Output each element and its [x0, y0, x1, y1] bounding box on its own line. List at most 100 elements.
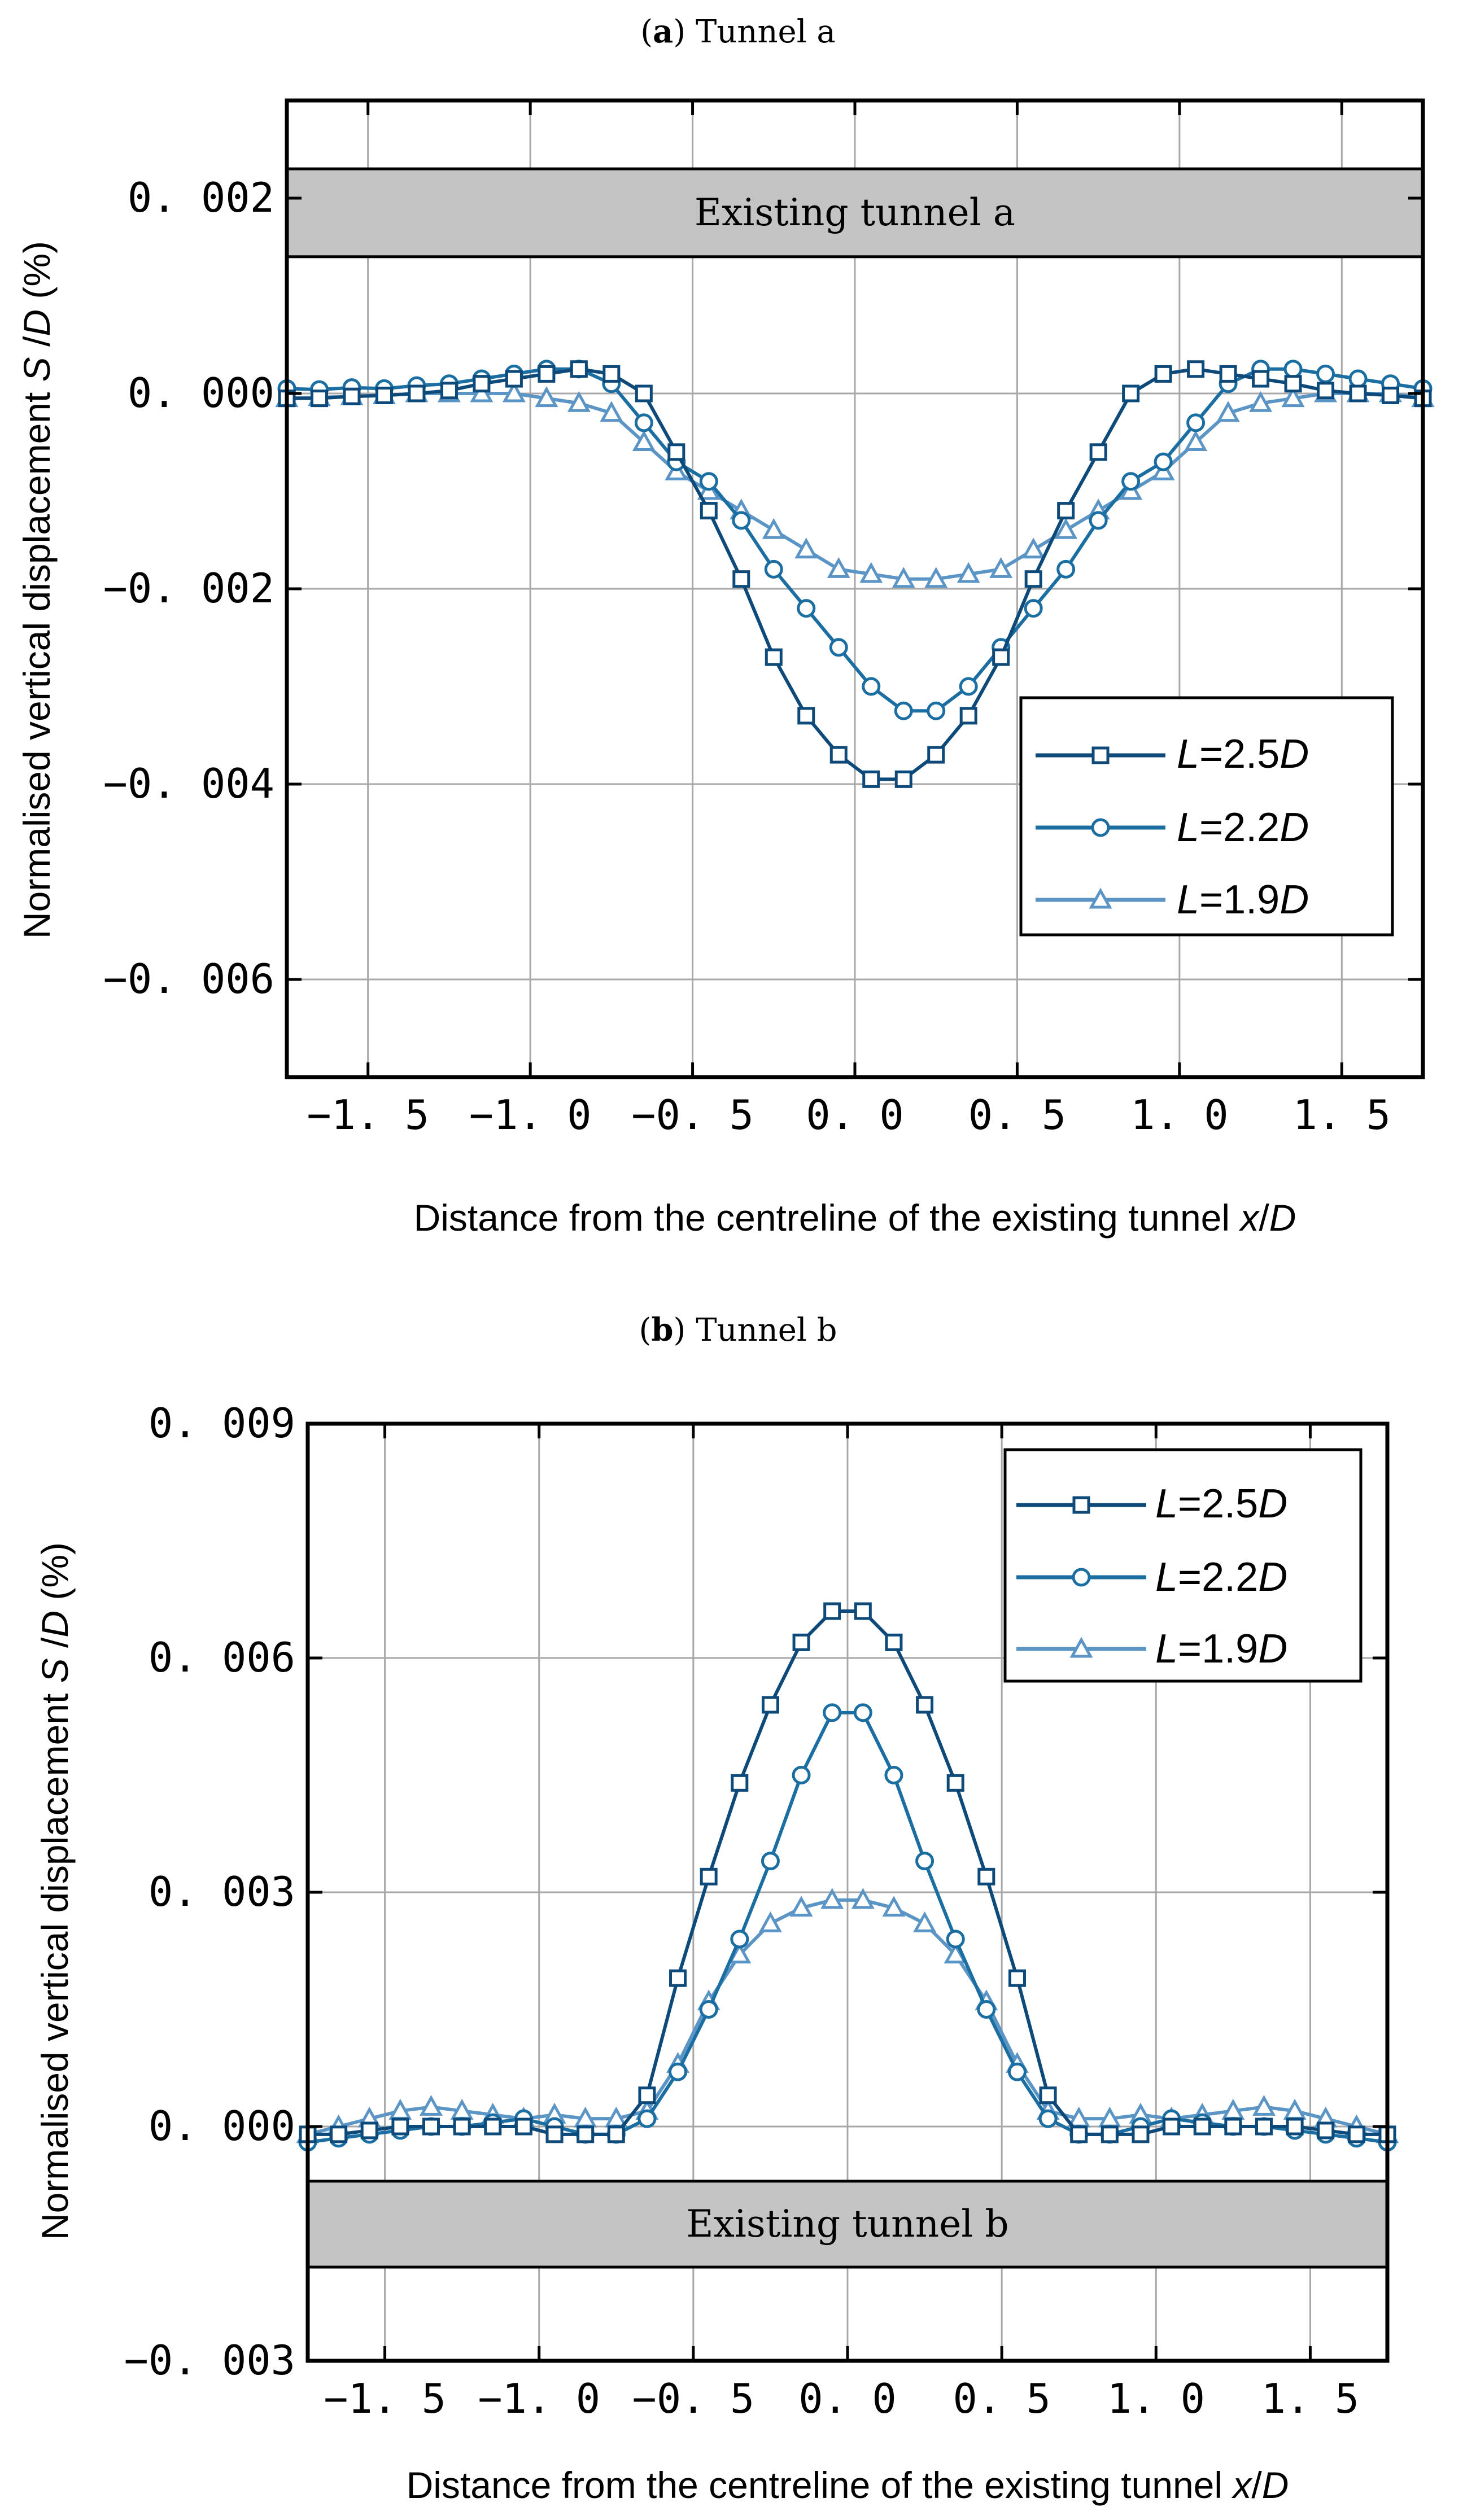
point-a-2-29	[1216, 401, 1240, 422]
point-b-0-21	[946, 1774, 964, 1792]
point-a-2-31	[1281, 386, 1305, 408]
point-a-2-19	[892, 567, 915, 588]
point-a-1-19	[894, 701, 913, 720]
point-a-0-14	[732, 570, 750, 588]
point-b-1-17	[823, 1703, 842, 1722]
point-b-2-17	[820, 1888, 844, 1909]
point-a-0-27	[1154, 365, 1172, 383]
xtick-label-b-5: 1. 0	[1107, 2375, 1205, 2422]
point-b-0-9	[577, 2125, 595, 2143]
point-a-2-30	[1249, 391, 1273, 412]
point-b-2-18	[851, 1888, 875, 1909]
panel-b-legend-marks	[1016, 1496, 1146, 1658]
legend-marker-b-2	[1069, 1637, 1093, 1658]
ytick-label-a-2: −0. 002	[103, 565, 274, 612]
point-b-1-11	[637, 2109, 657, 2128]
point-a-1-25	[1089, 511, 1108, 530]
point-a-0-9	[570, 360, 588, 378]
point-b-1-13	[699, 2000, 718, 2019]
point-a-2-11	[632, 430, 656, 451]
xtick-label-a-0: −1. 5	[307, 1091, 429, 1139]
ytick-label-a-1: 0. 000	[128, 369, 274, 417]
tunnel-b-band	[306, 2180, 1389, 2269]
panel-a-ylabel: Normalised vertical displacement S /D (%…	[16, 241, 58, 939]
point-a-0-25	[1089, 443, 1107, 461]
legend-b-label-0: L=2.5D	[1155, 1481, 1287, 1526]
xtick-label-a-1: −1. 0	[469, 1091, 592, 1139]
point-b-0-32	[1286, 2118, 1304, 2136]
point-a-1-24	[1056, 559, 1076, 579]
panel-b-series	[296, 1602, 1399, 2152]
point-b-0-6	[484, 2118, 502, 2136]
point-b-2-4	[420, 2095, 443, 2116]
legend-b-label-2: L=1.9D	[1155, 1626, 1287, 1672]
ytick-label-b-4: −0. 003	[124, 2337, 295, 2384]
point-b-0-18	[854, 1602, 872, 1620]
point-a-1-33	[1348, 369, 1368, 388]
point-a-0-15	[765, 648, 783, 666]
point-a-1-31	[1283, 360, 1303, 379]
point-a-0-30	[1252, 370, 1270, 388]
panel-b-ylabel: Normalised vertical displacement S /D (%…	[34, 1542, 76, 2240]
point-a-1-27	[1154, 452, 1173, 471]
point-a-0-22	[992, 648, 1010, 666]
point-b-1-24	[1038, 2109, 1058, 2128]
point-b-1-20	[915, 1852, 934, 1871]
point-b-1-19	[884, 1766, 903, 1784]
legend-marker-a-2	[1089, 887, 1112, 909]
point-b-2-19	[882, 1896, 906, 1917]
point-a-2-28	[1184, 430, 1208, 451]
ytick-label-b-2: 0. 003	[149, 1868, 295, 1915]
point-b-2-16	[789, 1896, 813, 1917]
panel-b-ticks: −1. 5 −1. 0 −0. 5 0. 0 0. 5 1. 0 1. 5 0. 009 0. …	[124, 1399, 1387, 2422]
point-a-2-9	[567, 391, 591, 412]
point-b-0-8	[545, 2125, 564, 2143]
xtick-label-b-2: −0. 5	[632, 2375, 754, 2422]
point-b-0-26	[1101, 2125, 1119, 2143]
point-a-2-10	[600, 401, 623, 422]
point-a-0-32	[1317, 382, 1335, 400]
point-a-1-15	[764, 559, 783, 579]
point-a-1-11	[634, 413, 653, 432]
xtick-label-a-5: 1. 0	[1130, 1091, 1228, 1139]
ytick-label-a-4: −0. 006	[103, 955, 274, 1003]
point-a-1-32	[1316, 364, 1335, 383]
point-b-0-29	[1193, 2118, 1211, 2136]
point-b-0-34	[1347, 2125, 1365, 2143]
panel-a-xlabel: Distance from the centreline of the exis…	[414, 1197, 1296, 1239]
point-b-0-16	[792, 1633, 810, 1651]
xtick-label-a-4: 0. 5	[968, 1091, 1066, 1139]
ytick-label-a-0: 0. 002	[128, 174, 274, 221]
point-b-0-11	[638, 2086, 656, 2105]
point-b-0-15	[761, 1696, 779, 1714]
point-b-0-27	[1132, 2125, 1150, 2143]
point-b-1-16	[792, 1766, 811, 1784]
point-b-0-7	[514, 2118, 532, 2136]
point-b-1-22	[977, 2000, 996, 2019]
point-a-0-23	[1024, 570, 1042, 588]
point-a-2-20	[924, 567, 948, 588]
tunnel-a-band	[285, 167, 1425, 259]
point-b-1-18	[853, 1703, 872, 1722]
point-b-0-31	[1255, 2118, 1273, 2136]
point-a-0-4	[408, 384, 426, 403]
panel-a: (a) Tunnel a Existing tunnel a −1. 5 −1. …	[16, 13, 1435, 1239]
point-a-2-17	[827, 557, 850, 578]
panel-b-legend-box	[1003, 1448, 1363, 1683]
ytick-label-b-1: 0. 006	[149, 1634, 295, 1681]
panel-a-legend: L=2.5D L=2.2D L=1.9D	[1019, 696, 1394, 937]
panel-b-tunnel: Existing tunnel b	[306, 2180, 1389, 2269]
point-b-0-23	[1008, 1969, 1026, 1987]
point-a-2-18	[859, 562, 883, 583]
point-a-0-6	[473, 375, 491, 393]
point-a-1-23	[1024, 599, 1043, 618]
point-a-1-14	[732, 511, 751, 530]
point-a-0-20	[927, 746, 945, 764]
xtick-label-b-6: 1. 5	[1261, 2375, 1359, 2422]
point-a-0-33	[1349, 384, 1367, 403]
point-a-0-7	[505, 370, 523, 388]
point-a-2-22	[989, 557, 1013, 578]
point-a-0-31	[1284, 375, 1302, 393]
xtick-label-b-1: −1. 0	[478, 2375, 600, 2422]
